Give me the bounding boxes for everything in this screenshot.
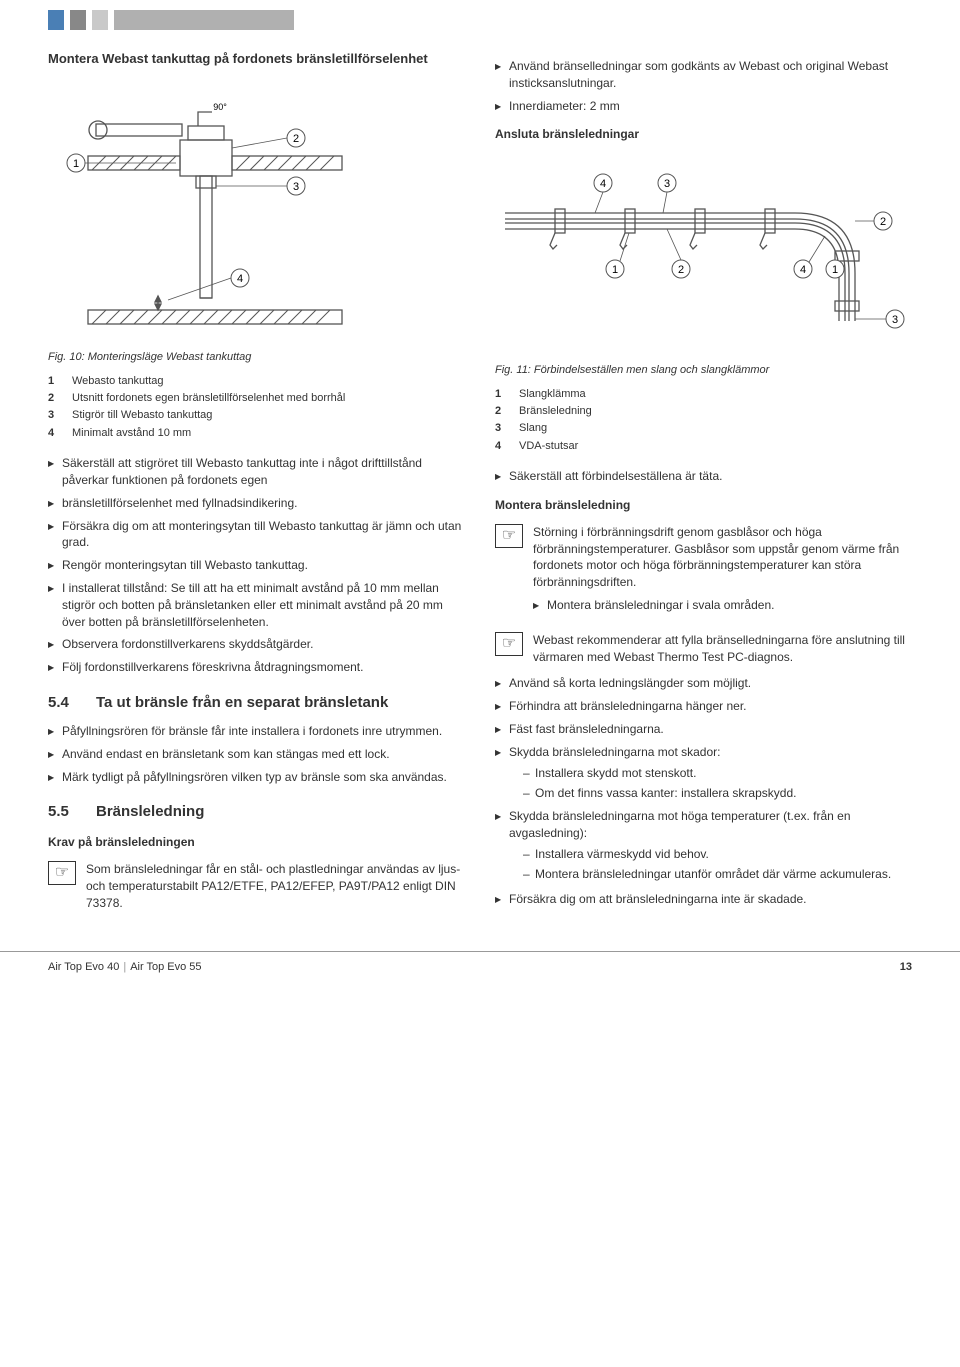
note-3: ☞ Webast rekommenderar att fylla bränsel… <box>495 632 912 666</box>
fig10-legend: 1Webasto tankuttag 2Utsnitt fordonets eg… <box>48 374 465 442</box>
page-number: 13 <box>900 960 912 975</box>
page-body: Montera Webast tankuttag på fordonets br… <box>0 30 960 951</box>
sub-krav: Krav på bränsleledningen <box>48 834 465 851</box>
fig11-diagram: 4 3 2 1 2 4 1 3 <box>495 151 912 351</box>
svg-text:3: 3 <box>892 314 898 326</box>
right-bullets-mid: Säkerställ att förbindelseställena är tä… <box>495 468 912 485</box>
left-column: Montera Webast tankuttag på fordonets br… <box>48 50 465 921</box>
fig10-diagram: 1 2 3 4 90° <box>48 78 465 338</box>
svg-text:1: 1 <box>612 264 618 276</box>
header-bar-2 <box>70 10 86 30</box>
footer-product: Air Top Evo 40|Air Top Evo 55 <box>48 960 202 975</box>
header-bar-3 <box>92 10 108 30</box>
heading-5-4: 5.4 Ta ut bränsle från en separat bränsl… <box>48 692 465 713</box>
svg-text:2: 2 <box>678 264 684 276</box>
sub-ansluta: Ansluta bränsleledningar <box>495 126 912 143</box>
fig10-callout-1: 1 <box>73 158 79 170</box>
header-bar-1 <box>48 10 64 30</box>
fig10-callout-2: 2 <box>293 133 299 145</box>
fig10-angle-label: 90° <box>213 102 227 112</box>
svg-text:2: 2 <box>880 216 886 228</box>
svg-text:4: 4 <box>600 178 606 190</box>
note-2: ☞ Störning i förbränningsdrift genom gas… <box>495 524 912 622</box>
left-bullets-1: Säkerställ att stigröret till Webasto ta… <box>48 455 465 676</box>
left-bullets-2: Påfyllningsrören för bränsle får inte in… <box>48 723 465 785</box>
right-bullets-bottom: Använd så korta ledningslängder som möjl… <box>495 675 912 883</box>
left-title: Montera Webast tankuttag på fordonets br… <box>48 50 465 68</box>
fig10-callout-3: 3 <box>293 181 299 193</box>
fig11-legend: 1Slangklämma 2Bränsleledning 3Slang 4VDA… <box>495 387 912 455</box>
hand-pointing-icon: ☞ <box>48 861 76 885</box>
hand-pointing-icon: ☞ <box>495 632 523 656</box>
sub-montera: Montera bränsleledning <box>495 497 912 514</box>
header-color-bars <box>0 0 960 30</box>
svg-text:3: 3 <box>664 178 670 190</box>
hand-pointing-icon: ☞ <box>495 524 523 548</box>
fig10-callout-4: 4 <box>237 273 243 285</box>
right-column: Använd bränselledningar som godkänts av … <box>495 50 912 921</box>
right-bullet-last: Försäkra dig om att bränsleledningarna i… <box>495 891 912 908</box>
fig10-caption: Fig. 10: Monteringsläge Webast tankuttag <box>48 350 465 365</box>
right-bullets-top: Använd bränselledningar som godkänts av … <box>495 58 912 114</box>
note-1: ☞ Som bränsleledningar får en stål- och … <box>48 861 465 911</box>
page-footer: Air Top Evo 40|Air Top Evo 55 13 <box>0 951 960 995</box>
svg-text:4: 4 <box>800 264 806 276</box>
header-bar-4 <box>114 10 294 30</box>
fig11-caption: Fig. 11: Förbindelseställen men slang oc… <box>495 363 912 378</box>
heading-5-5: 5.5 Bränsleledning <box>48 801 465 822</box>
svg-text:1: 1 <box>832 264 838 276</box>
